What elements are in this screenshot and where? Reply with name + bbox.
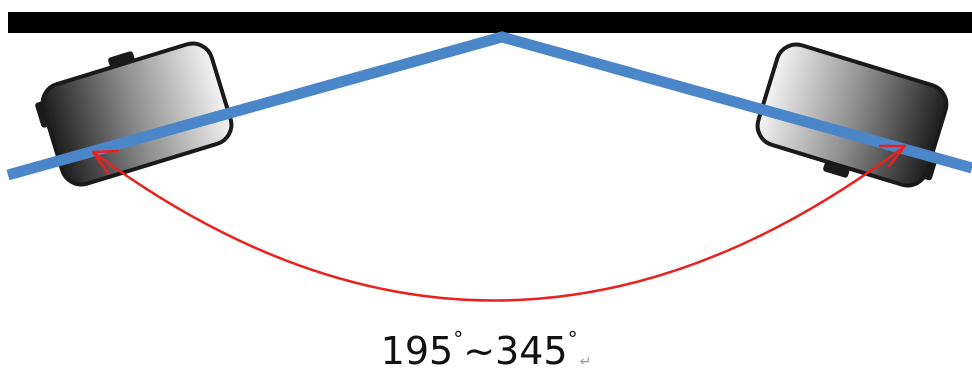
right-projector-icon xyxy=(755,42,949,188)
angle-range-label: 195°~345°↵ xyxy=(0,316,972,373)
degree-symbol: ° xyxy=(567,327,578,351)
range-max: 345 xyxy=(495,329,568,373)
degree-symbol: ° xyxy=(453,327,464,351)
right-arrowhead-icon xyxy=(878,144,907,168)
projection-axis-lines xyxy=(6,31,972,181)
angle-range-arc xyxy=(92,145,906,302)
left-projector-icon xyxy=(35,41,234,187)
return-mark-icon: ↵ xyxy=(579,354,592,370)
left-arrowhead-icon xyxy=(91,149,120,175)
range-separator: ~ xyxy=(463,329,496,373)
ceiling-bar xyxy=(8,12,972,33)
range-min: 195 xyxy=(380,329,454,373)
